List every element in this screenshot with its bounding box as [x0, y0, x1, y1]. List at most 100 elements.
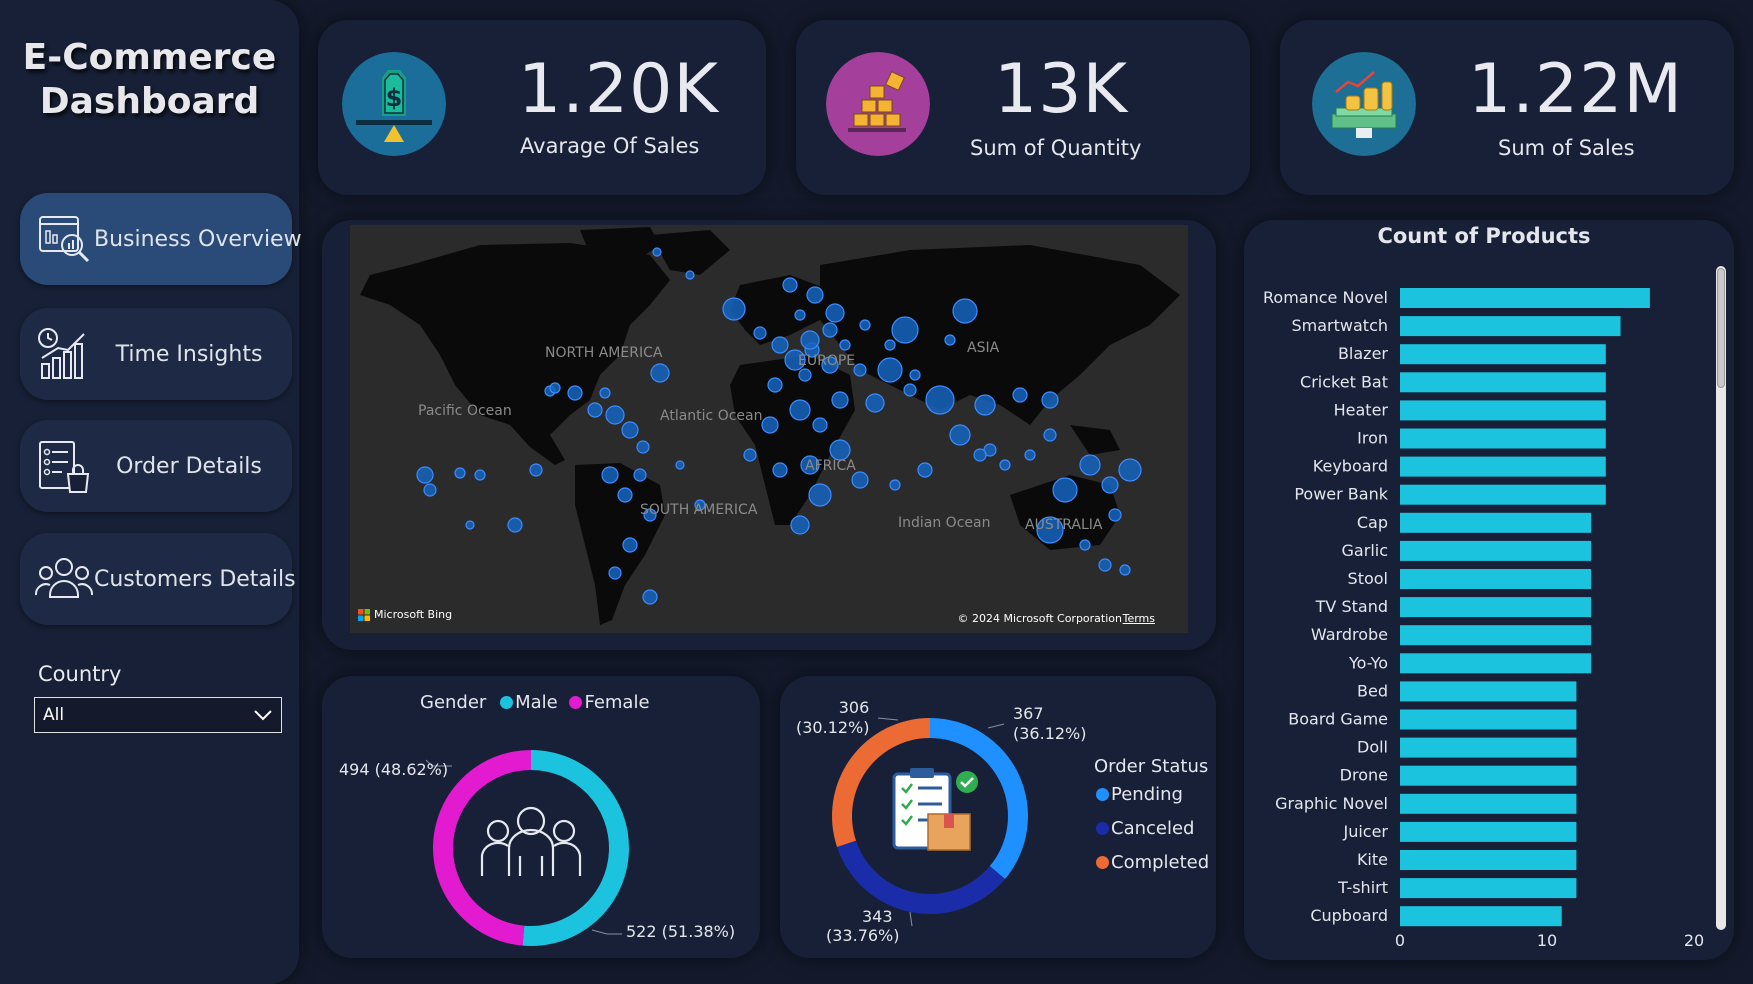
bar-kite[interactable]	[1400, 850, 1577, 870]
kpi-caption: Sum of Quantity	[970, 136, 1142, 160]
bar-drone[interactable]	[1400, 765, 1577, 786]
bar-category-label: Power Bank	[1294, 485, 1388, 504]
map-terms-link[interactable]: Terms	[1122, 612, 1155, 625]
bar-board-game[interactable]	[1400, 709, 1577, 730]
bar-category-label: Keyboard	[1313, 457, 1388, 476]
kpi-card-average-sales: $ 1.20K Avarage Of Sales	[318, 20, 766, 195]
bar-romance-novel[interactable]	[1400, 288, 1650, 308]
legend-male[interactable]: Male	[515, 692, 558, 713]
bar-wardrobe[interactable]	[1400, 625, 1592, 646]
map-label-australia: AUSTRALIA	[1025, 517, 1103, 533]
pending-leader-line	[987, 723, 1005, 729]
money-stack-icon	[1312, 52, 1416, 156]
legend-pending[interactable]: Pending	[1096, 784, 1183, 805]
gender-donut-chart	[425, 750, 629, 946]
nav-label: Business Overview	[94, 226, 302, 252]
bar-tv-stand[interactable]	[1400, 597, 1592, 618]
clipboard-package-icon	[892, 768, 978, 851]
nav-label: Customers Details	[94, 566, 296, 592]
bar-yo-yo[interactable]	[1400, 653, 1592, 674]
nav-time-insights[interactable]: Time Insights	[20, 308, 292, 400]
bar-category-label: Board Game	[1288, 710, 1388, 729]
country-select-value: All	[43, 705, 65, 725]
bar-t-shirt[interactable]	[1400, 878, 1577, 899]
kpi-caption: Sum of Sales	[1498, 136, 1635, 160]
kpi-value: 1.20K	[518, 50, 719, 129]
legend-dot-completed	[1096, 856, 1109, 869]
map-label-indian: Indian Ocean	[898, 515, 991, 531]
people-group-icon	[480, 806, 582, 876]
legend-canceled[interactable]: Canceled	[1096, 818, 1194, 839]
kpi-card-quantity: 13K Sum of Quantity	[796, 20, 1250, 195]
bar-chart-scrollbar[interactable]	[1716, 266, 1726, 930]
bar-category-label: Blazer	[1338, 344, 1388, 363]
bar-blazer[interactable]	[1400, 344, 1606, 365]
country-filter-label: Country	[38, 662, 122, 686]
legend-dot-pending	[1096, 788, 1109, 801]
map-copyright: © 2024 Microsoft Corporation	[957, 612, 1122, 625]
bar-category-label: Iron	[1357, 429, 1388, 448]
legend-female[interactable]: Female	[584, 692, 650, 713]
bar-keyboard[interactable]	[1400, 456, 1606, 477]
country-select[interactable]: All	[34, 697, 282, 733]
female-leader-line	[425, 759, 452, 767]
order-slice-pending[interactable]	[930, 718, 1028, 880]
map-label-pacific: Pacific Ocean	[418, 403, 512, 419]
bar-category-label: Wardrobe	[1311, 625, 1388, 644]
chevron-down-icon	[254, 710, 272, 721]
bar-bed[interactable]	[1400, 681, 1577, 702]
gender-slice-female[interactable]	[433, 750, 531, 946]
scrollbar-thumb[interactable]	[1717, 268, 1725, 388]
male-data-label: 522 (51.38%)	[626, 922, 736, 941]
gender-slice-male[interactable]	[522, 750, 629, 946]
bar-category-label: TV Stand	[1315, 597, 1388, 616]
bar-stool[interactable]	[1400, 569, 1592, 589]
nav-order-details[interactable]: Order Details	[20, 420, 292, 512]
bar-cupboard[interactable]	[1400, 906, 1562, 927]
bar-category-label: Heater	[1334, 400, 1389, 419]
canceled-leader-line	[909, 911, 913, 927]
male-leader-line	[591, 929, 622, 935]
order-status-panel	[780, 676, 1216, 958]
pending-percent-label: (36.12%)	[1013, 724, 1087, 743]
gender-legend: Gender Male Female	[420, 692, 650, 713]
bar-juicer[interactable]	[1400, 821, 1577, 842]
count-of-products-bar-chart: Romance Novel Smartwatch Blazer Cricket Bat…	[1263, 288, 1704, 950]
customers-group-icon	[34, 558, 94, 598]
svg-text:$: $	[386, 84, 403, 112]
bar-category-label: Cap	[1357, 513, 1388, 532]
dollar-scale-icon: $	[342, 52, 446, 156]
bar-cap[interactable]	[1400, 512, 1592, 533]
kpi-card-sum-sales: 1.22M Sum of Sales	[1280, 20, 1734, 195]
bar-smartwatch[interactable]	[1400, 316, 1621, 337]
x-tick-label: 20	[1684, 931, 1704, 950]
legend-dot-canceled	[1096, 822, 1109, 835]
boxes-icon	[826, 52, 930, 156]
bar-iron[interactable]	[1400, 428, 1606, 449]
nav-customers-details[interactable]: Customers Details	[20, 533, 296, 625]
map-label-north-america: NORTH AMERICA	[545, 345, 663, 361]
kpi-caption: Avarage Of Sales	[520, 134, 700, 158]
bar-category-label: Kite	[1357, 850, 1388, 869]
x-tick-label: 0	[1395, 931, 1405, 950]
bar-category-label: Stool	[1348, 569, 1388, 588]
order-slice-completed[interactable]	[832, 718, 930, 847]
bar-category-label: Bed	[1357, 681, 1388, 700]
legend-completed[interactable]: Completed	[1096, 852, 1209, 873]
order-slice-canceled[interactable]	[837, 840, 1006, 914]
bar-graphic-novel[interactable]	[1400, 793, 1577, 814]
bar-power-bank[interactable]	[1400, 484, 1606, 505]
bar-cricket-bat[interactable]	[1400, 372, 1606, 393]
world-map[interactable]: NORTH AMERICA EUROPE ASIA Pacific Ocean …	[350, 225, 1188, 633]
bar-category-label: Yo-Yo	[1348, 653, 1388, 672]
bar-chart-title: Count of Products	[1377, 224, 1591, 248]
bar-heater[interactable]	[1400, 400, 1606, 421]
bar-garlic[interactable]	[1400, 540, 1592, 561]
legend-dot-male	[500, 696, 514, 709]
canceled-count-label: 343	[862, 907, 893, 926]
nav-business-overview[interactable]: Business Overview	[20, 193, 302, 285]
completed-leader-line	[877, 717, 899, 721]
checklist-bag-icon	[39, 441, 90, 493]
bar-doll[interactable]	[1400, 737, 1577, 758]
bar-category-label: T-shirt	[1337, 878, 1388, 897]
